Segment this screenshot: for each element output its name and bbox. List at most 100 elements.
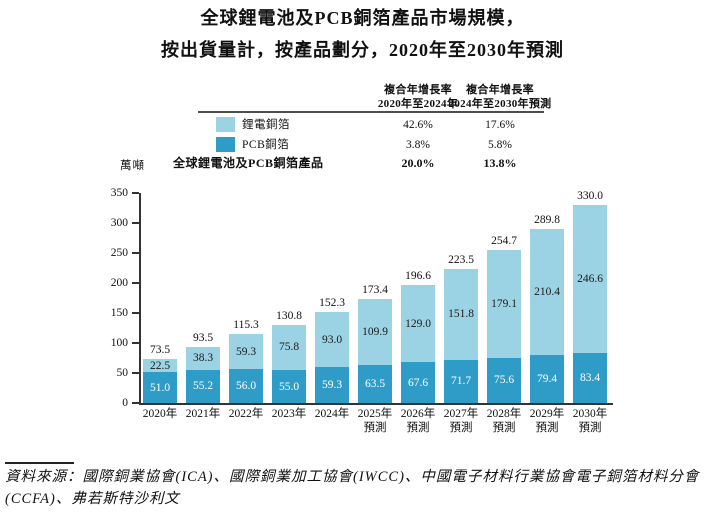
x-axis-label: 2022年 (228, 408, 264, 420)
y-axis-tick-label: 200 (110, 277, 128, 289)
y-axis-line (139, 193, 141, 403)
x-axis-label: 2028年 預測 (486, 408, 522, 434)
legend-swatch-lithium-foil (216, 117, 235, 132)
bar-segment-label-lithium-foil: 38.3 (192, 352, 214, 365)
legend-row-lithium-foil: 鋰電銅箔 42.6% 17.6% (0, 117, 725, 133)
y-axis-tick (132, 282, 139, 284)
bar-segment-label-lithium-foil: 22.5 (149, 359, 171, 372)
bar-segment-lithium-foil (186, 346, 220, 370)
bar-segment-label-pcb-foil: 59.3 (321, 379, 343, 392)
legend-row-pcb-foil: PCB銅箔 3.8% 5.8% (0, 137, 725, 153)
x-axis-label: 2026年 預測 (400, 408, 436, 434)
bar-segment-pcb-foil (186, 369, 220, 403)
legend-row-total: 全球鋰電池及PCB銅箔產品 20.0% 13.8% (0, 155, 725, 171)
cagr-header-title: 複合年增長率 (384, 84, 452, 96)
bar-total-label: 152.3 (319, 296, 345, 309)
bar-total-label: 223.5 (448, 253, 474, 266)
bar-total-label: 196.6 (405, 270, 431, 283)
bar-total-label: 289.8 (534, 214, 560, 227)
y-axis-tick (132, 192, 139, 194)
bar-segment-pcb-foil (487, 357, 521, 403)
y-axis-tick-label: 250 (110, 247, 128, 259)
cagr-value: 13.8% (483, 156, 517, 170)
bar-segment-label-lithium-foil: 59.3 (235, 345, 257, 358)
x-axis-label: 2027年 預測 (443, 408, 479, 434)
bar-segment-label-pcb-foil: 71.7 (450, 375, 472, 388)
y-axis-tick-label: 100 (110, 337, 128, 349)
cagr-value: 20.0% (401, 156, 435, 170)
x-axis-label-forecast-suffix: 預測 (492, 421, 516, 434)
bar-segment-lithium-foil (272, 324, 306, 370)
cagr-value: 3.8% (406, 139, 430, 151)
x-axis-label: 2029年 預測 (529, 408, 565, 434)
cagr-header-title: 複合年增長率 (466, 84, 534, 96)
bar-total-label: 330.0 (577, 190, 603, 202)
source-note: 資料來源：國際銅業協會(ICA)、國際銅業加工協會(IWCC)、中國電子材料行業… (5, 466, 720, 510)
y-axis-tick (132, 312, 139, 314)
bar-segment-pcb-foil (358, 364, 392, 403)
bar-total-label: 173.4 (362, 283, 388, 296)
y-axis-tick (132, 402, 139, 404)
bar-segment-pcb-foil (229, 369, 263, 403)
bar-segment-label-pcb-foil: 67.6 (407, 376, 429, 389)
cagr-value: 5.8% (488, 139, 512, 151)
bar-segment-pcb-foil (573, 352, 607, 403)
bar-total-label: 93.5 (192, 331, 214, 344)
bar-segment-lithium-foil (487, 250, 521, 358)
y-axis-tick (132, 342, 139, 344)
bar-segment-lithium-foil (401, 285, 435, 363)
bar-total-label: 130.8 (276, 309, 302, 322)
chart-title-line1: 全球鋰電池及PCB銅箔產品市場規模， (200, 8, 525, 28)
y-axis-tick-label: 50 (116, 367, 129, 379)
bar-segment-label-pcb-foil: 79.4 (536, 373, 558, 386)
bar-segment-label-pcb-foil: 56.0 (235, 380, 257, 393)
bar-segment-pcb-foil (530, 355, 564, 403)
bar-segment-pcb-foil (272, 370, 306, 403)
cagr-header-2020-2024: 複合年增長率 2020年至2024年 (358, 84, 478, 111)
bar-total-label: 254.7 (491, 235, 517, 248)
y-axis-tick-label: 0 (122, 397, 128, 409)
bar-segment-pcb-foil (444, 359, 478, 403)
x-axis-label-forecast-suffix: 預測 (406, 421, 430, 434)
bar-segment-label-lithium-foil: 129.0 (405, 317, 431, 330)
y-axis-tick (132, 222, 139, 224)
bar-segment-lithium-foil (315, 311, 349, 368)
cagr-header-range: 2024年至2030年預測 (448, 97, 552, 110)
bar-segment-label-pcb-foil: 55.0 (278, 380, 300, 393)
y-axis-tick (132, 252, 139, 254)
x-axis-label-forecast-suffix: 預測 (535, 421, 559, 434)
x-axis-label: 2021年 (185, 408, 221, 420)
chart-title: 全球鋰電池及PCB銅箔產品市場規模， 按出貨量計，按產品劃分，2020年至203… (0, 2, 725, 66)
x-axis-label-forecast-suffix: 預測 (578, 421, 602, 434)
bar-segment-label-lithium-foil: 109.9 (362, 325, 388, 338)
source-note-line2: (CCFA)、弗若斯特沙利文 (5, 491, 180, 507)
y-axis-tick-label: 150 (110, 307, 128, 319)
x-axis-label: 2030年 預測 (572, 408, 608, 434)
x-axis-label-forecast-suffix: 預測 (449, 421, 473, 434)
bar-segment-label-pcb-foil: 75.6 (493, 374, 515, 387)
bar-segment-label-lithium-foil: 75.8 (278, 341, 300, 354)
bar-segment-label-lithium-foil: 246.6 (577, 272, 603, 285)
bar-segment-label-lithium-foil: 210.4 (534, 286, 560, 299)
legend-label-pcb-foil: PCB銅箔 (242, 139, 290, 151)
bar-total-label: 73.5 (149, 343, 171, 356)
y-axis-tick-label: 300 (110, 217, 128, 229)
cagr-header-2024-2030: 複合年增長率 2024年至2030年預測 (440, 84, 560, 111)
cagr-header-range: 2020年至2024年 (377, 97, 459, 110)
bar-segment-label-pcb-foil: 55.2 (192, 380, 214, 393)
source-note-line1: 資料來源：國際銅業協會(ICA)、國際銅業加工協會(IWCC)、中國電子材料行業… (5, 469, 700, 485)
x-axis-label: 2025年 預測 (357, 408, 393, 434)
x-axis-label: 2020年 (142, 408, 178, 420)
chart-title-line2: 按出貨量計，按產品劃分，2020年至2030年預測 (161, 40, 564, 60)
bar-segment-lithium-foil (358, 298, 392, 365)
bar-segment-pcb-foil (143, 372, 177, 403)
bar-segment-lithium-foil (229, 333, 263, 370)
bar-total-label: 115.3 (233, 318, 259, 331)
bar-segment-lithium-foil (530, 229, 564, 356)
bar-segment-label-lithium-foil: 151.8 (448, 308, 474, 321)
cagr-value: 42.6% (403, 119, 433, 131)
legend-label-lithium-foil: 鋰電銅箔 (242, 119, 290, 131)
cagr-value: 17.6% (485, 119, 515, 131)
